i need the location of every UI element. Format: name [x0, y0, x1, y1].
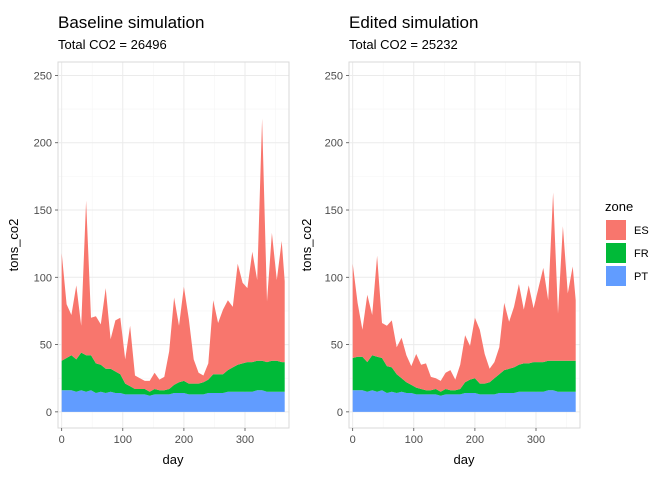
stacked-areas: [61, 118, 285, 412]
x-tick-label: 200: [175, 434, 193, 446]
x-axis-ticks: 0 100 200 300: [59, 428, 254, 446]
legend-label: PT: [634, 271, 648, 283]
panel-subtitle: Total CO2 = 26496: [58, 37, 167, 52]
area-pt: [352, 390, 576, 412]
baseline-panel: Baseline simulation Total CO2 = 26496 0 5…: [6, 13, 290, 467]
y-axis-title: tons_co2: [6, 219, 21, 272]
y-axis-ticks: 0 50 100 150 200 250: [325, 70, 349, 419]
legend-key-fr: [606, 243, 626, 263]
legend-title: zone: [605, 199, 633, 214]
x-tick-label: 200: [466, 434, 484, 446]
x-tick-label: 100: [114, 434, 132, 446]
stacked-areas: [352, 192, 576, 412]
x-axis-title: day: [163, 452, 184, 467]
x-tick-label: 0: [59, 434, 65, 446]
legend-key-pt: [606, 266, 626, 286]
y-tick-label: 200: [325, 138, 343, 150]
y-tick-label: 200: [34, 138, 52, 150]
y-tick-label: 50: [331, 340, 343, 352]
panel-title: Edited simulation: [349, 13, 478, 32]
x-tick-label: 300: [527, 434, 545, 446]
panel-border: [57, 61, 290, 429]
y-tick-label: 50: [40, 340, 52, 352]
panel-title: Baseline simulation: [58, 13, 204, 32]
y-tick-label: 0: [337, 407, 343, 419]
legend-label: ES: [634, 225, 649, 237]
panel-border: [348, 61, 581, 429]
area-es: [61, 118, 285, 392]
y-tick-label: 100: [34, 272, 52, 284]
y-tick-label: 0: [46, 407, 52, 419]
x-tick-label: 100: [405, 434, 423, 446]
legend: zone ES FR PT: [605, 199, 649, 286]
edited-panel: Edited simulation Total CO2 = 25232 0 50 1…: [299, 13, 581, 467]
legend-key-es: [606, 220, 626, 240]
x-tick-label: 300: [236, 434, 254, 446]
panel-subtitle: Total CO2 = 25232: [349, 37, 458, 52]
y-tick-label: 100: [325, 272, 343, 284]
y-axis-title: tons_co2: [299, 219, 314, 272]
x-axis-title: day: [454, 452, 475, 467]
y-tick-label: 250: [34, 70, 52, 82]
y-axis-ticks: 0 50 100 150 200 250: [34, 70, 58, 419]
area-pt: [61, 390, 285, 412]
area-fr: [61, 352, 285, 396]
legend-label: FR: [634, 248, 649, 260]
area-es: [352, 192, 576, 392]
y-tick-label: 250: [325, 70, 343, 82]
x-axis-ticks: 0 100 200 300: [350, 428, 545, 446]
area-fr: [352, 355, 576, 396]
x-tick-label: 0: [350, 434, 356, 446]
y-tick-label: 150: [34, 205, 52, 217]
y-tick-label: 150: [325, 205, 343, 217]
